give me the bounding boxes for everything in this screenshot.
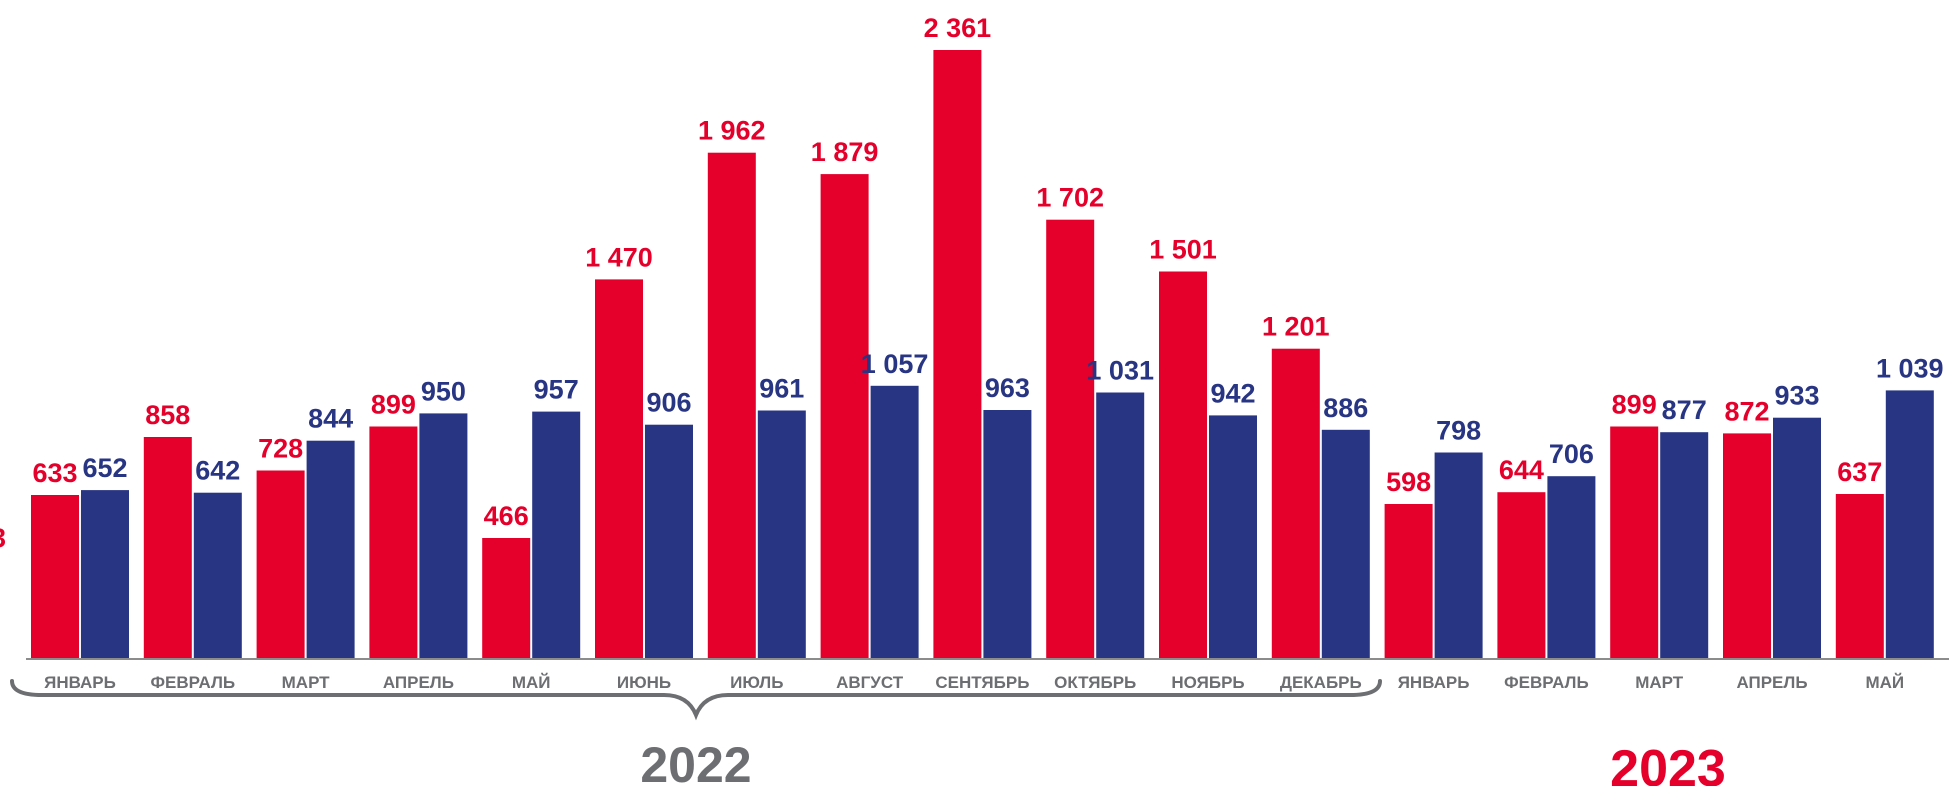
bar-s2-4 (419, 413, 468, 658)
bar-s1-10 (1046, 219, 1095, 658)
value-label-s1-1: 633 (32, 458, 77, 488)
value-label-s1-5: 466 (484, 501, 529, 531)
bar-s2-9 (983, 410, 1032, 658)
value-label-s1-15: 899 (1612, 390, 1657, 420)
year-label-2023: 2023 (1610, 740, 1726, 786)
value-label-s2-17: 1 039 (1876, 353, 1944, 383)
year-label-2022: 2022 (640, 737, 751, 786)
value-label-s2-12: 886 (1323, 393, 1368, 423)
value-label-s1-6: 1 470 (585, 242, 653, 272)
bar-s2-11 (1209, 415, 1257, 658)
value-label-s2-1: 652 (82, 453, 127, 483)
bar-s2-6 (645, 424, 693, 658)
clipped-left-label: 3 (0, 523, 6, 553)
month-label-4: АПРЕЛЬ (383, 673, 454, 692)
value-label-s1-2: 858 (145, 400, 190, 430)
value-label-s1-8: 1 879 (811, 137, 879, 167)
month-label-9: СЕНТЯБРЬ (935, 673, 1029, 692)
value-label-s2-8: 1 057 (861, 349, 929, 379)
bar-s1-11 (1159, 271, 1207, 658)
month-label-8: АВГУСТ (836, 673, 904, 692)
month-label-1: ЯНВАРЬ (44, 673, 116, 692)
bar-s2-2 (193, 492, 242, 658)
month-label-14: ФЕВРАЛЬ (1504, 673, 1589, 692)
bar-s2-7 (757, 410, 806, 658)
value-label-s2-13: 798 (1436, 416, 1481, 446)
bar-s1-3 (256, 470, 305, 658)
value-label-s2-2: 642 (195, 456, 240, 486)
bar-s1-6 (595, 279, 643, 658)
bar-s1-14 (1497, 492, 1546, 658)
value-label-s2-15: 877 (1662, 395, 1707, 425)
bar-s2-3 (306, 440, 355, 658)
bar-s2-1 (81, 490, 129, 658)
value-label-s1-14: 644 (1499, 455, 1544, 485)
bar-s2-15 (1660, 432, 1709, 658)
bar-s2-16 (1773, 417, 1821, 658)
bar-s2-17 (1885, 390, 1934, 658)
bar-s1-4 (369, 426, 418, 658)
bar-s1-17 (1835, 494, 1884, 658)
value-label-s1-16: 872 (1724, 396, 1769, 426)
value-label-s1-3: 728 (258, 434, 303, 464)
value-label-s1-11: 1 501 (1149, 235, 1217, 265)
value-label-s2-10: 1 031 (1086, 356, 1154, 386)
month-label-7: ИЮЛЬ (730, 673, 783, 692)
month-label-11: НОЯБРЬ (1171, 673, 1244, 692)
month-label-13: ЯНВАРЬ (1398, 673, 1470, 692)
bar-s1-7 (707, 152, 756, 658)
value-label-s1-12: 1 201 (1262, 312, 1330, 342)
value-label-s1-10: 1 702 (1036, 183, 1104, 213)
month-label-10: ОКТЯБРЬ (1054, 673, 1136, 692)
value-label-s2-16: 933 (1774, 381, 1819, 411)
bar-s2-8 (870, 385, 919, 658)
bar-s1-9 (933, 50, 982, 658)
bar-s1-2 (143, 437, 192, 658)
value-label-s2-5: 957 (534, 375, 579, 405)
value-label-s2-14: 706 (1549, 439, 1594, 469)
value-label-s1-17: 637 (1837, 457, 1882, 487)
value-label-s1-7: 1 962 (698, 116, 766, 146)
value-label-s2-6: 906 (646, 388, 691, 418)
bar-s2-12 (1321, 429, 1370, 658)
bar-s2-10 (1096, 392, 1145, 658)
bar-s1-8 (820, 174, 869, 658)
value-label-s2-9: 963 (985, 373, 1030, 403)
month-label-17: МАЙ (1865, 673, 1904, 692)
month-label-6: ИЮНЬ (617, 673, 671, 692)
bar-s1-1 (31, 495, 79, 658)
value-label-s2-4: 950 (421, 376, 466, 406)
bar-s1-15 (1610, 426, 1659, 658)
bar-s2-14 (1547, 476, 1596, 658)
month-label-2: ФЕВРАЛЬ (150, 673, 235, 692)
bar-s2-5 (532, 411, 581, 658)
value-label-s2-11: 942 (1210, 378, 1255, 408)
bar-s2-13 (1434, 452, 1483, 658)
value-label-s1-13: 598 (1386, 467, 1431, 497)
month-label-12: ДЕКАБРЬ (1280, 673, 1362, 692)
value-label-s1-4: 899 (371, 390, 416, 420)
month-label-16: АПРЕЛЬ (1736, 673, 1807, 692)
bar-s1-16 (1723, 433, 1771, 658)
month-label-5: МАЙ (512, 673, 551, 692)
bar-s1-5 (482, 538, 531, 658)
value-label-s2-3: 844 (308, 404, 353, 434)
value-label-s2-7: 961 (759, 374, 804, 404)
year-2022-brace (10, 679, 1382, 721)
bar-s1-13 (1384, 504, 1433, 658)
month-label-15: МАРТ (1635, 673, 1684, 692)
value-label-s1-9: 2 361 (924, 13, 992, 43)
bar-s1-12 (1271, 348, 1320, 658)
month-label-3: МАРТ (282, 673, 331, 692)
